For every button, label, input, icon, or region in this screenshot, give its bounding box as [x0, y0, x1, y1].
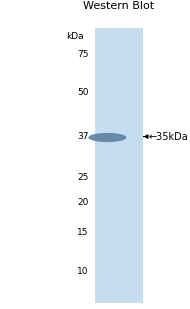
Text: 10: 10 — [77, 267, 88, 277]
Text: Western Blot: Western Blot — [83, 1, 154, 11]
Text: ←35kDa: ←35kDa — [148, 132, 188, 142]
Text: 75: 75 — [77, 49, 88, 59]
Text: kDa: kDa — [66, 32, 84, 41]
Bar — [95, 28, 142, 303]
Text: 15: 15 — [77, 228, 88, 237]
Text: 20: 20 — [77, 198, 88, 207]
Ellipse shape — [88, 133, 126, 142]
Text: 25: 25 — [77, 173, 88, 182]
Text: 50: 50 — [77, 88, 88, 97]
Text: 37: 37 — [77, 132, 88, 141]
